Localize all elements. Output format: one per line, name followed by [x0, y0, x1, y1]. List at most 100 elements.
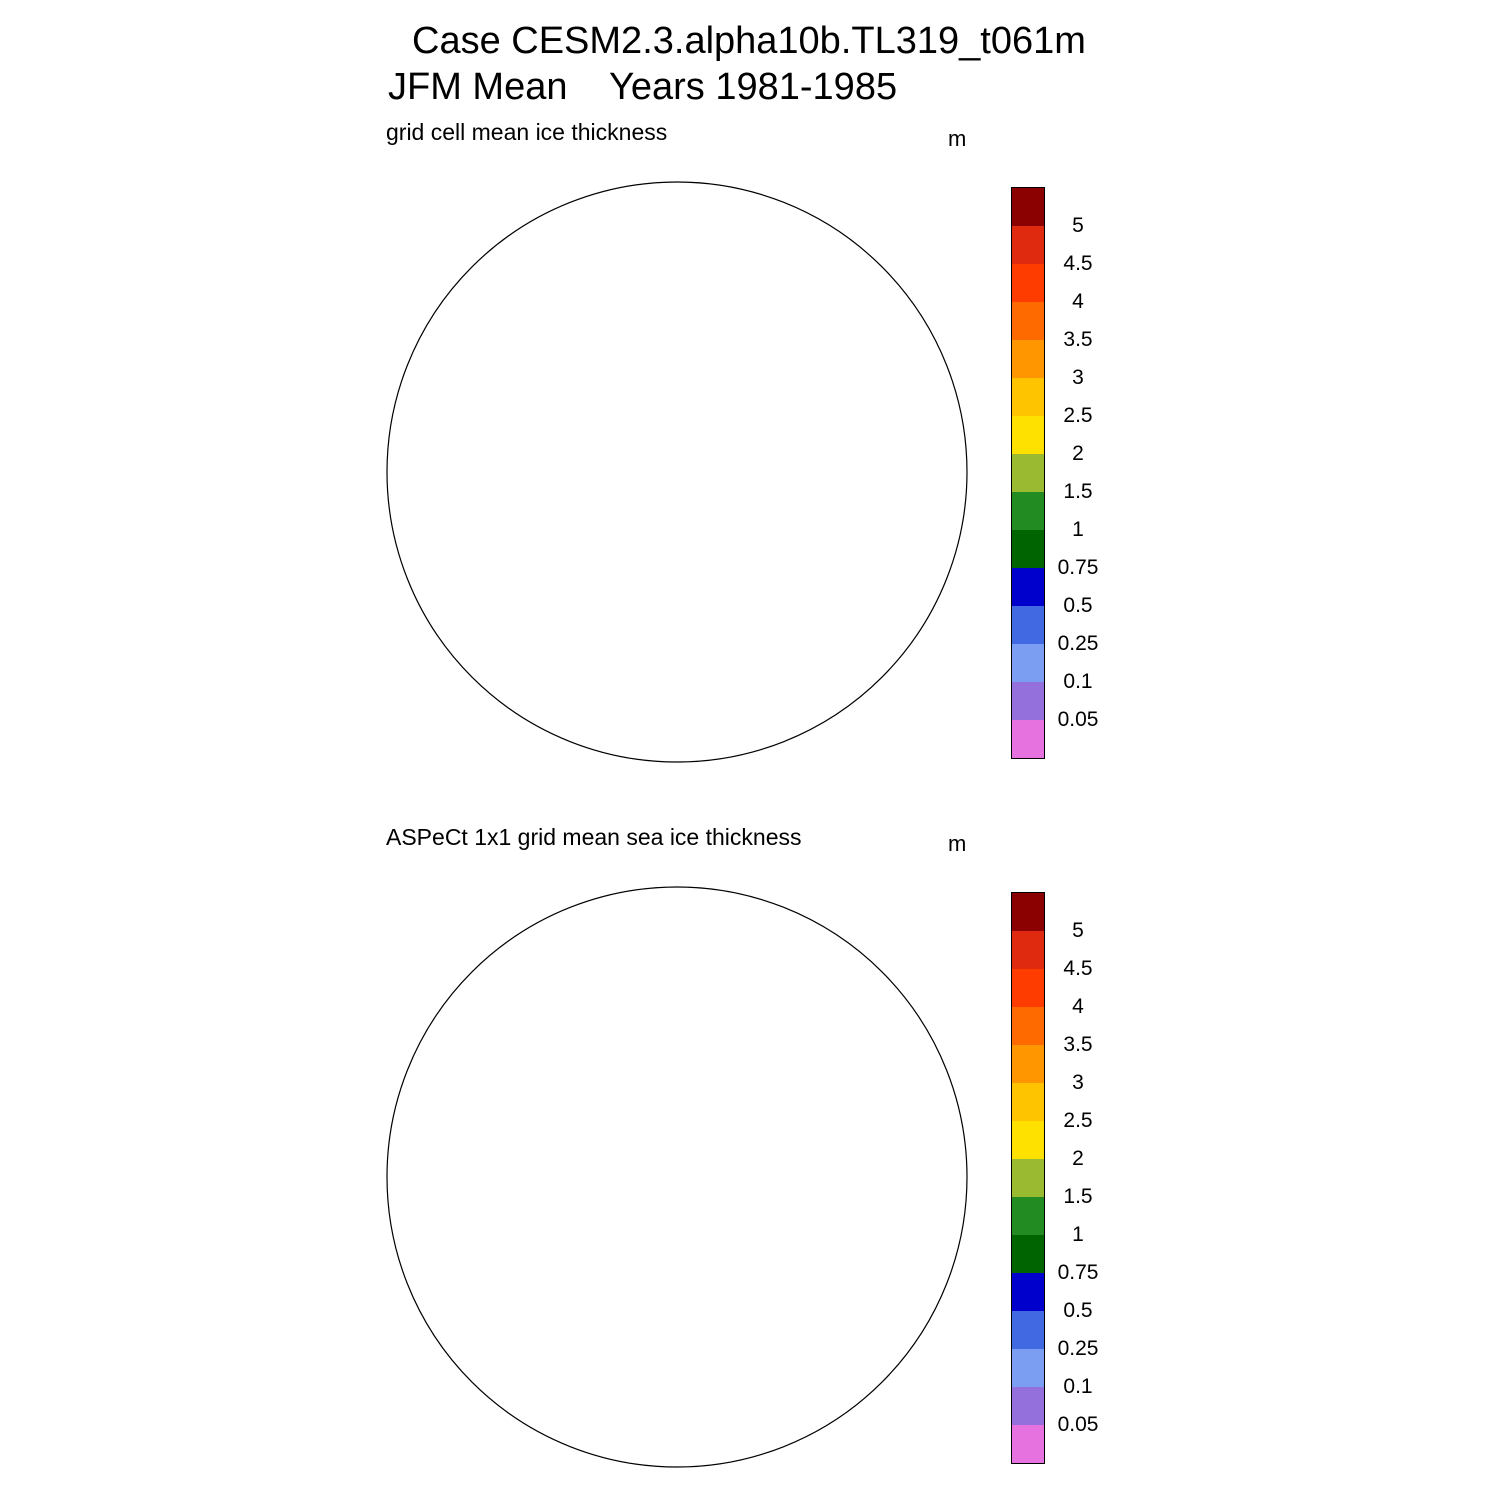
observation-cell	[586, 1087, 590, 1092]
observation-cell	[572, 1095, 578, 1101]
observation-cell	[616, 1313, 620, 1318]
observation-cell	[743, 1298, 749, 1302]
observation-cell	[632, 1315, 638, 1321]
observation-cell	[820, 1155, 826, 1161]
observation-cell	[565, 1074, 571, 1079]
observation-cell	[790, 1085, 797, 1090]
observation-cell	[593, 1019, 598, 1024]
observation-cell	[611, 1086, 618, 1092]
observation-cell	[695, 1049, 700, 1056]
observation-cell	[600, 1094, 604, 1099]
observation-cell	[647, 1295, 653, 1300]
observation-cell	[827, 1159, 833, 1165]
observation-cell	[817, 1209, 822, 1214]
observation-cell	[811, 1143, 817, 1150]
observation-cell	[616, 1042, 620, 1048]
observation-cell	[605, 1259, 609, 1266]
observation-cell	[604, 1259, 610, 1264]
observation-cell	[605, 1014, 609, 1020]
observation-cell	[700, 1291, 706, 1297]
observation-cell	[823, 1215, 828, 1219]
observation-cell	[581, 1079, 585, 1085]
observation-cell	[716, 1057, 721, 1063]
observation-cell	[609, 1268, 616, 1273]
colorbar-tick-label: 0.5	[1063, 1299, 1093, 1322]
colorbar-swatch	[1011, 339, 1045, 378]
observation-cell	[794, 1083, 799, 1089]
observation-cell	[625, 1294, 629, 1301]
observation-cell	[799, 1087, 803, 1093]
observation-cell	[608, 1055, 612, 1062]
observation-cell	[561, 1084, 566, 1088]
colorbar-panel-1: 0.05 0.1 0.25 0.5 0.75 1 1.5 2 2.5 3 3.5 4 4.5 5	[1011, 187, 1098, 759]
observation-cell	[619, 1262, 623, 1268]
observation-cell	[618, 1281, 625, 1285]
observation-cell	[576, 1067, 583, 1072]
observation-cell	[551, 1101, 556, 1107]
observation-cell	[734, 1055, 741, 1060]
observation-cell	[549, 1082, 554, 1088]
observation-cell	[597, 1262, 603, 1268]
colorbar-swatch	[1011, 605, 1045, 644]
observation-cell	[559, 1042, 565, 1046]
colorbar-swatch	[1011, 1082, 1045, 1121]
observation-cell	[575, 1108, 580, 1113]
observation-cell	[832, 1137, 837, 1141]
observation-cell	[813, 1132, 820, 1136]
observation-cell	[695, 1300, 702, 1305]
observation-cell	[825, 1196, 831, 1203]
colorbar-swatch	[1011, 187, 1045, 226]
observation-cell	[558, 1033, 562, 1040]
observation-cell	[613, 1066, 620, 1072]
observation-cell	[575, 1268, 580, 1274]
observation-cell	[623, 1290, 628, 1297]
observation-cell	[823, 1177, 830, 1183]
observation-cell	[623, 1319, 628, 1326]
observation-cell	[696, 1297, 701, 1304]
observation-cell	[640, 1314, 647, 1321]
observation-cell	[616, 1313, 621, 1317]
observation-cell	[588, 1263, 593, 1268]
observation-cell	[833, 1165, 837, 1172]
colorbar-tick-label: 2	[1072, 442, 1084, 465]
observation-cell	[757, 1295, 761, 1301]
observation-cell	[590, 1292, 595, 1298]
observation-cell	[613, 1106, 618, 1110]
observation-cell	[559, 1046, 566, 1053]
observation-cell	[602, 1121, 606, 1126]
map-boundary	[386, 886, 968, 1468]
observation-cell	[589, 1077, 594, 1083]
colorbar-tick-label: 1.5	[1063, 1185, 1093, 1208]
colorbar-swatch	[1011, 1234, 1045, 1273]
observation-cell	[578, 1119, 583, 1124]
observation-cell	[582, 1048, 589, 1054]
colorbar-tick-label: 4.5	[1063, 252, 1093, 275]
observation-cell	[610, 1088, 614, 1093]
observation-cell	[734, 1059, 738, 1064]
observation-cell	[546, 1071, 550, 1078]
observation-cell	[556, 1106, 563, 1111]
observation-cell	[572, 1060, 577, 1066]
observation-cell	[661, 1049, 666, 1055]
observation-cell	[667, 1266, 673, 1271]
observation-cell	[593, 1058, 599, 1064]
observation-cell	[595, 1270, 599, 1274]
observation-cell	[594, 1065, 599, 1072]
observation-cell	[572, 1068, 577, 1075]
observation-cell	[825, 1186, 829, 1191]
colorbar-tick-label: 4	[1072, 995, 1084, 1018]
observation-cell	[594, 1268, 600, 1272]
landmasses	[392, 360, 827, 750]
observation-cell	[793, 1084, 798, 1091]
observation-cell	[582, 1046, 587, 1052]
map-boundary	[386, 181, 968, 763]
observation-cell	[561, 1069, 565, 1075]
observation-cell	[590, 1052, 595, 1057]
observation-cell	[551, 1063, 557, 1069]
colorbar-tick-label: 0.25	[1057, 632, 1099, 655]
observation-cell	[602, 1076, 608, 1082]
observation-cell	[563, 1092, 570, 1099]
observation-cell	[553, 1048, 558, 1053]
observation-cell	[561, 1092, 565, 1097]
observation-cell	[719, 1058, 724, 1062]
